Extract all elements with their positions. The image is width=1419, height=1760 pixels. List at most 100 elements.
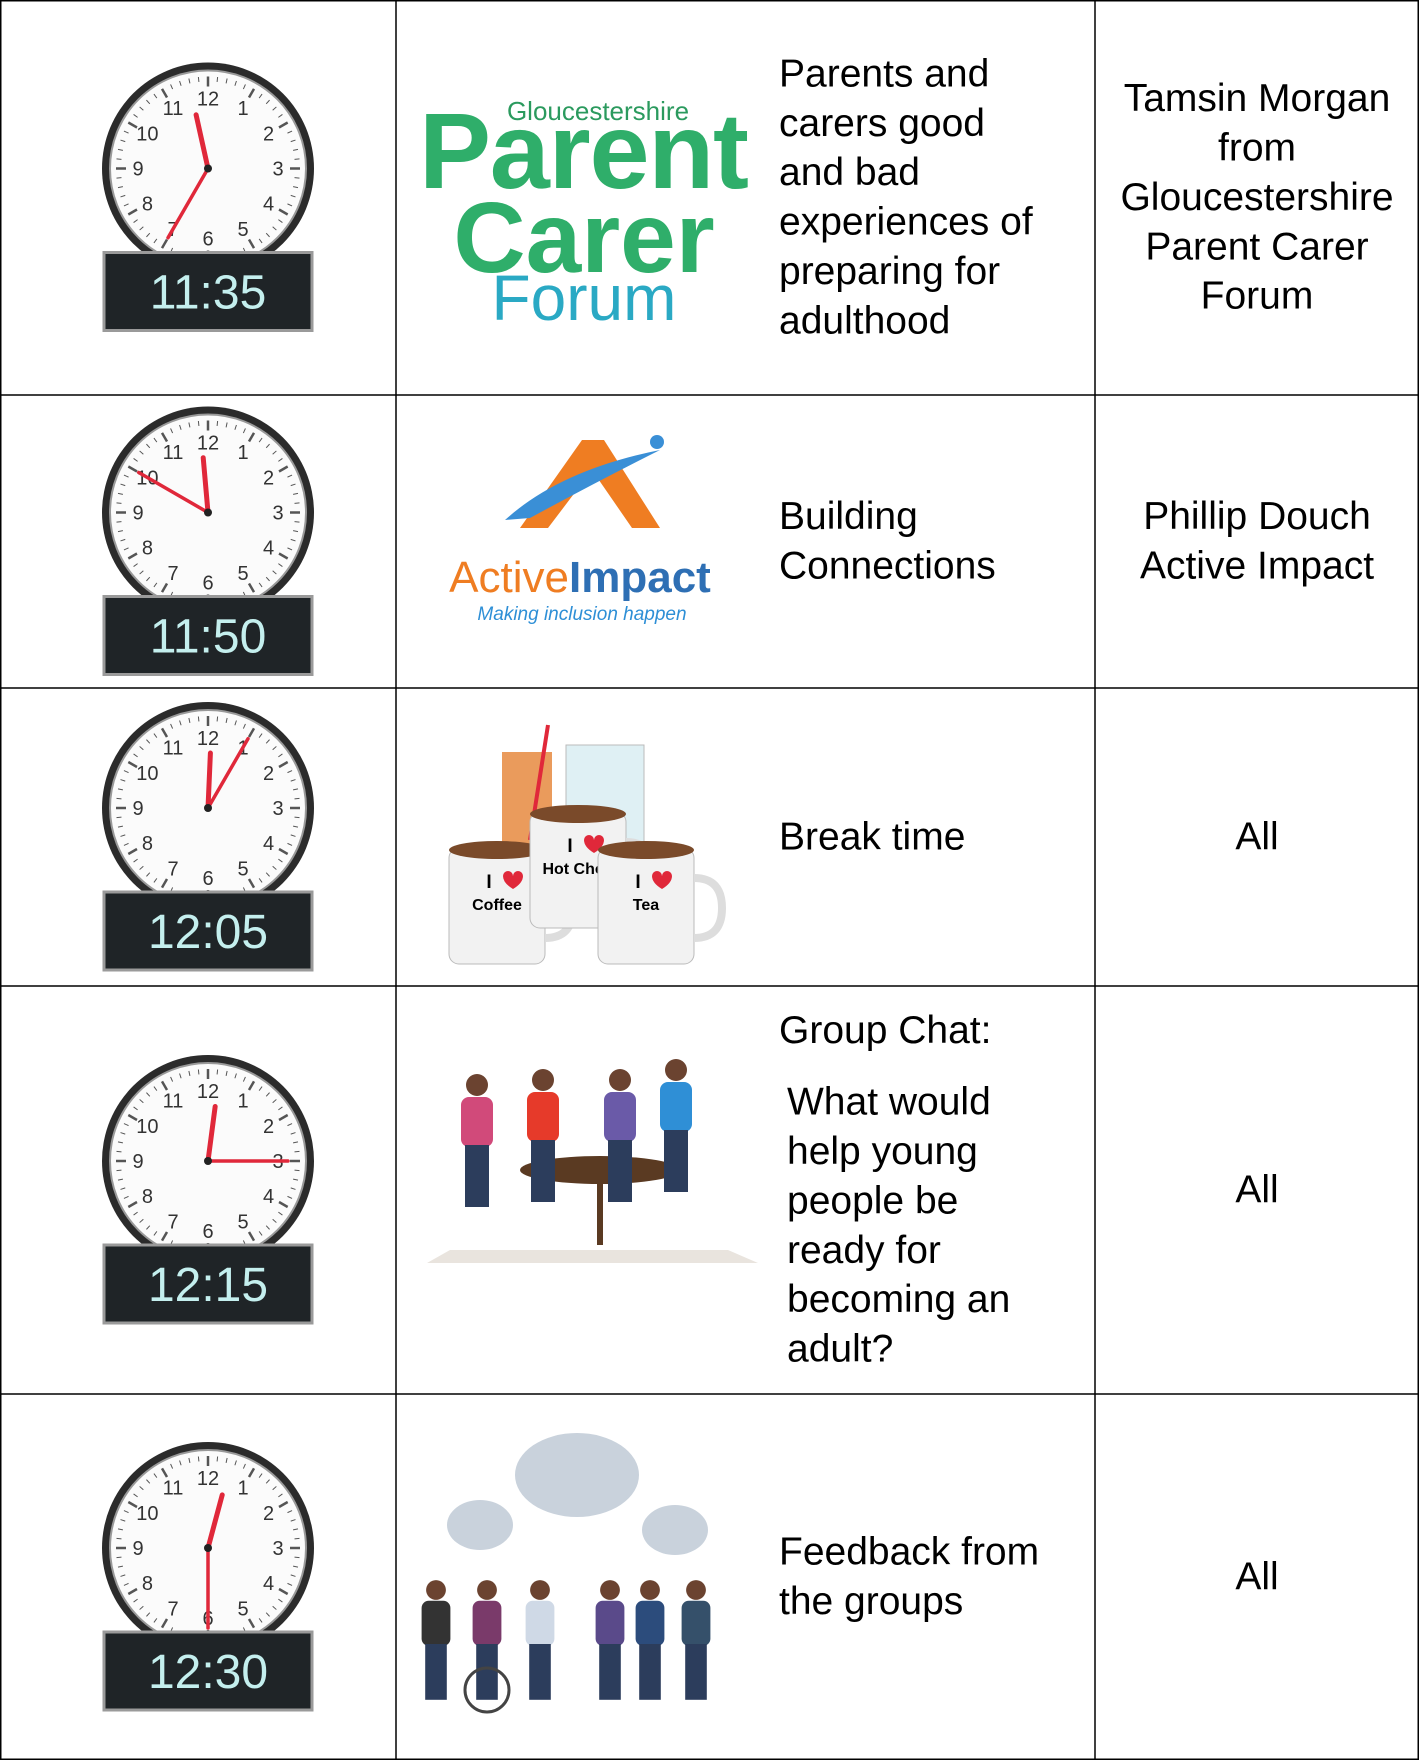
clock-tick — [197, 1069, 200, 1075]
clock-tick — [258, 1086, 263, 1091]
person-body — [461, 1097, 493, 1147]
clock-tick — [116, 816, 122, 819]
description-line: Feedback from — [779, 1531, 1039, 1574]
speech-bubble — [515, 1433, 639, 1517]
person-legs — [639, 1644, 661, 1700]
clock-tick — [258, 878, 263, 883]
speech-bubble — [642, 1505, 708, 1555]
clock-tick — [127, 1113, 138, 1122]
presenter-line: All — [1235, 1555, 1278, 1598]
clock-tick — [216, 420, 219, 427]
clock-tick — [179, 1460, 182, 1466]
clock-tick — [247, 1618, 256, 1629]
clock-tick — [258, 733, 263, 738]
clock-tick — [287, 770, 293, 774]
clock-tick — [292, 1565, 299, 1568]
hour-hand — [193, 112, 211, 171]
digital-display — [102, 1243, 314, 1325]
clock-tick — [258, 1473, 263, 1478]
clock-tick — [146, 576, 151, 582]
clock-numeral: 7 — [167, 1599, 178, 1621]
clock-tick — [216, 716, 219, 722]
clock-numeral: 3 — [272, 798, 283, 820]
clock-tick — [133, 753, 138, 758]
clock-tick — [225, 422, 228, 428]
logo-text: ActiveImpact — [449, 553, 711, 602]
clock-numeral: 9 — [132, 503, 143, 525]
clock-tick — [294, 1537, 300, 1540]
clock-tick — [179, 720, 182, 726]
clock: 12123456789101112:05 — [102, 702, 314, 972]
clock-tick — [146, 1479, 151, 1484]
clock-tick — [117, 148, 124, 151]
clock-tick — [278, 1106, 283, 1111]
clock-tick — [290, 779, 296, 782]
logo-text: Gloucestershire — [507, 96, 689, 126]
logo-text: Forum — [492, 262, 677, 334]
mug-text: Tea — [633, 897, 659, 914]
person-body — [660, 1082, 692, 1132]
clock-tick — [146, 1092, 151, 1097]
clock: 12123456789101112:30 — [102, 1442, 314, 1712]
clock-tick — [123, 547, 129, 551]
person-head — [426, 1580, 446, 1600]
description-line: ready for — [787, 1229, 941, 1272]
clock-numeral: 10 — [136, 1116, 158, 1138]
clock-tick — [278, 1598, 283, 1603]
clock-numeral: 3 — [272, 503, 283, 525]
description-line: help young — [787, 1130, 978, 1173]
clock-tick — [278, 1587, 289, 1596]
person-head — [609, 1069, 631, 1091]
description-line: the groups — [779, 1580, 963, 1623]
clock-tick — [290, 538, 296, 542]
person-legs — [465, 1145, 489, 1207]
clock-tick — [272, 1099, 277, 1104]
clock: 12123456789101111:50 — [102, 406, 314, 676]
clock-tick — [133, 219, 138, 223]
hour-hand — [205, 1103, 218, 1164]
clock-tick — [153, 1231, 158, 1236]
presenter-line: Gloucestershire — [1120, 176, 1393, 219]
clock-numeral: 3 — [272, 159, 283, 181]
clock-numeral: 6 — [202, 229, 213, 251]
clock-tick — [234, 1073, 237, 1079]
clock-tick — [290, 483, 296, 487]
clock-numeral: 8 — [142, 1186, 153, 1208]
clock-tick — [123, 1123, 129, 1127]
person-legs — [599, 1644, 621, 1700]
clock-tick — [278, 219, 283, 223]
mug-text: I — [486, 872, 491, 893]
clock-tick — [153, 582, 158, 588]
clock-tick — [188, 422, 191, 428]
clock-tick — [265, 1225, 270, 1230]
clock-tick — [258, 1231, 263, 1236]
clock-tick — [170, 1463, 174, 1469]
minute-hand — [136, 470, 210, 515]
clock-tick — [216, 1069, 219, 1075]
clock-tick — [139, 746, 144, 751]
clock-tick — [127, 760, 138, 769]
clock-numeral: 11 — [163, 98, 184, 120]
clock-numeral: 2 — [263, 124, 274, 146]
person-head — [477, 1580, 497, 1600]
clock-tick — [139, 1099, 144, 1104]
digital-display — [102, 595, 314, 676]
clock-numeral: 1 — [237, 1477, 248, 1499]
person-legs — [529, 1644, 551, 1700]
clock-numeral: 2 — [263, 1116, 274, 1138]
clock-tick — [294, 1150, 300, 1153]
clock-numeral: 4 — [263, 194, 274, 216]
clock-tick — [133, 114, 138, 118]
clock-numeral: 6 — [202, 573, 213, 595]
clock-tick — [242, 723, 246, 729]
description-line: Group Chat: — [779, 1009, 991, 1052]
clock-tick — [294, 158, 300, 160]
clock-numeral: 4 — [263, 1186, 274, 1208]
clock-tick — [278, 1211, 283, 1216]
clock-tick — [117, 530, 124, 533]
clock-tick — [272, 106, 277, 111]
person-body — [421, 1600, 451, 1646]
person-head — [530, 1580, 550, 1600]
clock-tick — [197, 76, 200, 83]
logo-word: Active — [449, 553, 569, 602]
